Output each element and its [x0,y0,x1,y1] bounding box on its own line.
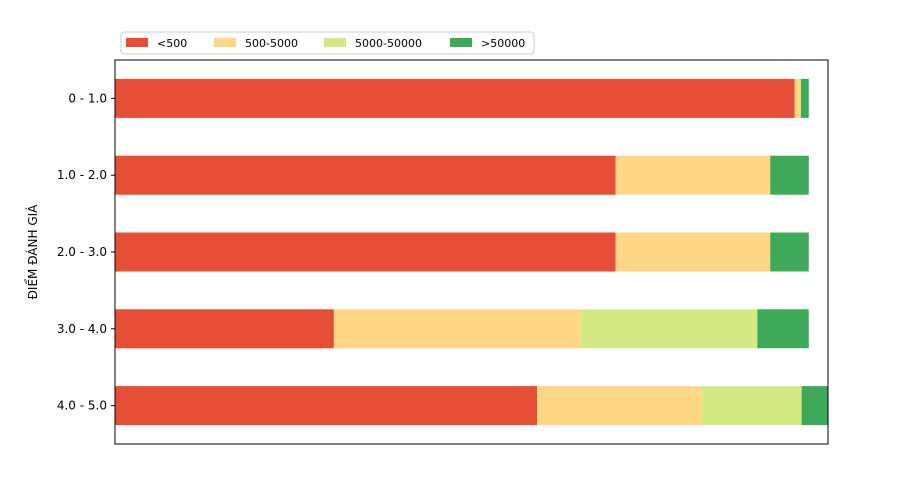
bars-group [115,78,828,426]
y-axis: 0 - 1.0 1.0 - 2.0 2.0 - 3.0 3.0 - 4.0 4.0 - … [57,91,115,413]
bar-segment-2-4 [770,155,809,195]
y-tick-label-4: 3.0 - 4.0 [57,322,107,336]
bar-segment-3-4 [770,232,809,272]
legend-swatch-3 [324,38,346,47]
legend-swatch-2 [214,38,236,47]
bar-segment-5-2 [537,386,702,426]
bar-segment-1-4 [800,78,809,118]
bar-segment-5-1 [115,386,538,426]
legend-label-1: <500 [157,37,187,50]
bar-segment-3-2 [615,232,771,272]
legend-swatch-1 [126,38,148,47]
bar-segment-4-1 [115,309,334,349]
bar-segment-5-4 [801,386,828,426]
bar-segment-3-1 [115,232,616,272]
bar-segment-4-2 [333,309,581,349]
bar-segment-4-4 [757,309,809,349]
legend-label-3: 5000-50000 [355,37,422,50]
bar-segment-1-1 [115,78,795,118]
legend-label-2: 500-5000 [245,37,298,50]
legend-swatch-4 [450,38,472,47]
legend: <500 500-5000 5000-50000 >50000 [120,31,535,55]
legend-label-4: >50000 [481,37,525,50]
bar-segment-4-3 [580,309,758,349]
y-tick-label-5: 4.0 - 5.0 [57,399,107,413]
y-tick-label-3: 2.0 - 3.0 [57,245,107,259]
y-axis-label: ĐIỂM ĐÁNH GIÁ [24,204,40,300]
bar-segment-1-2 [794,78,801,118]
bar-segment-2-1 [115,155,616,195]
bar-segment-5-3 [701,386,802,426]
bar-segment-2-2 [615,155,771,195]
y-tick-label-1: 0 - 1.0 [68,91,107,105]
y-tick-label-2: 1.0 - 2.0 [57,168,107,182]
